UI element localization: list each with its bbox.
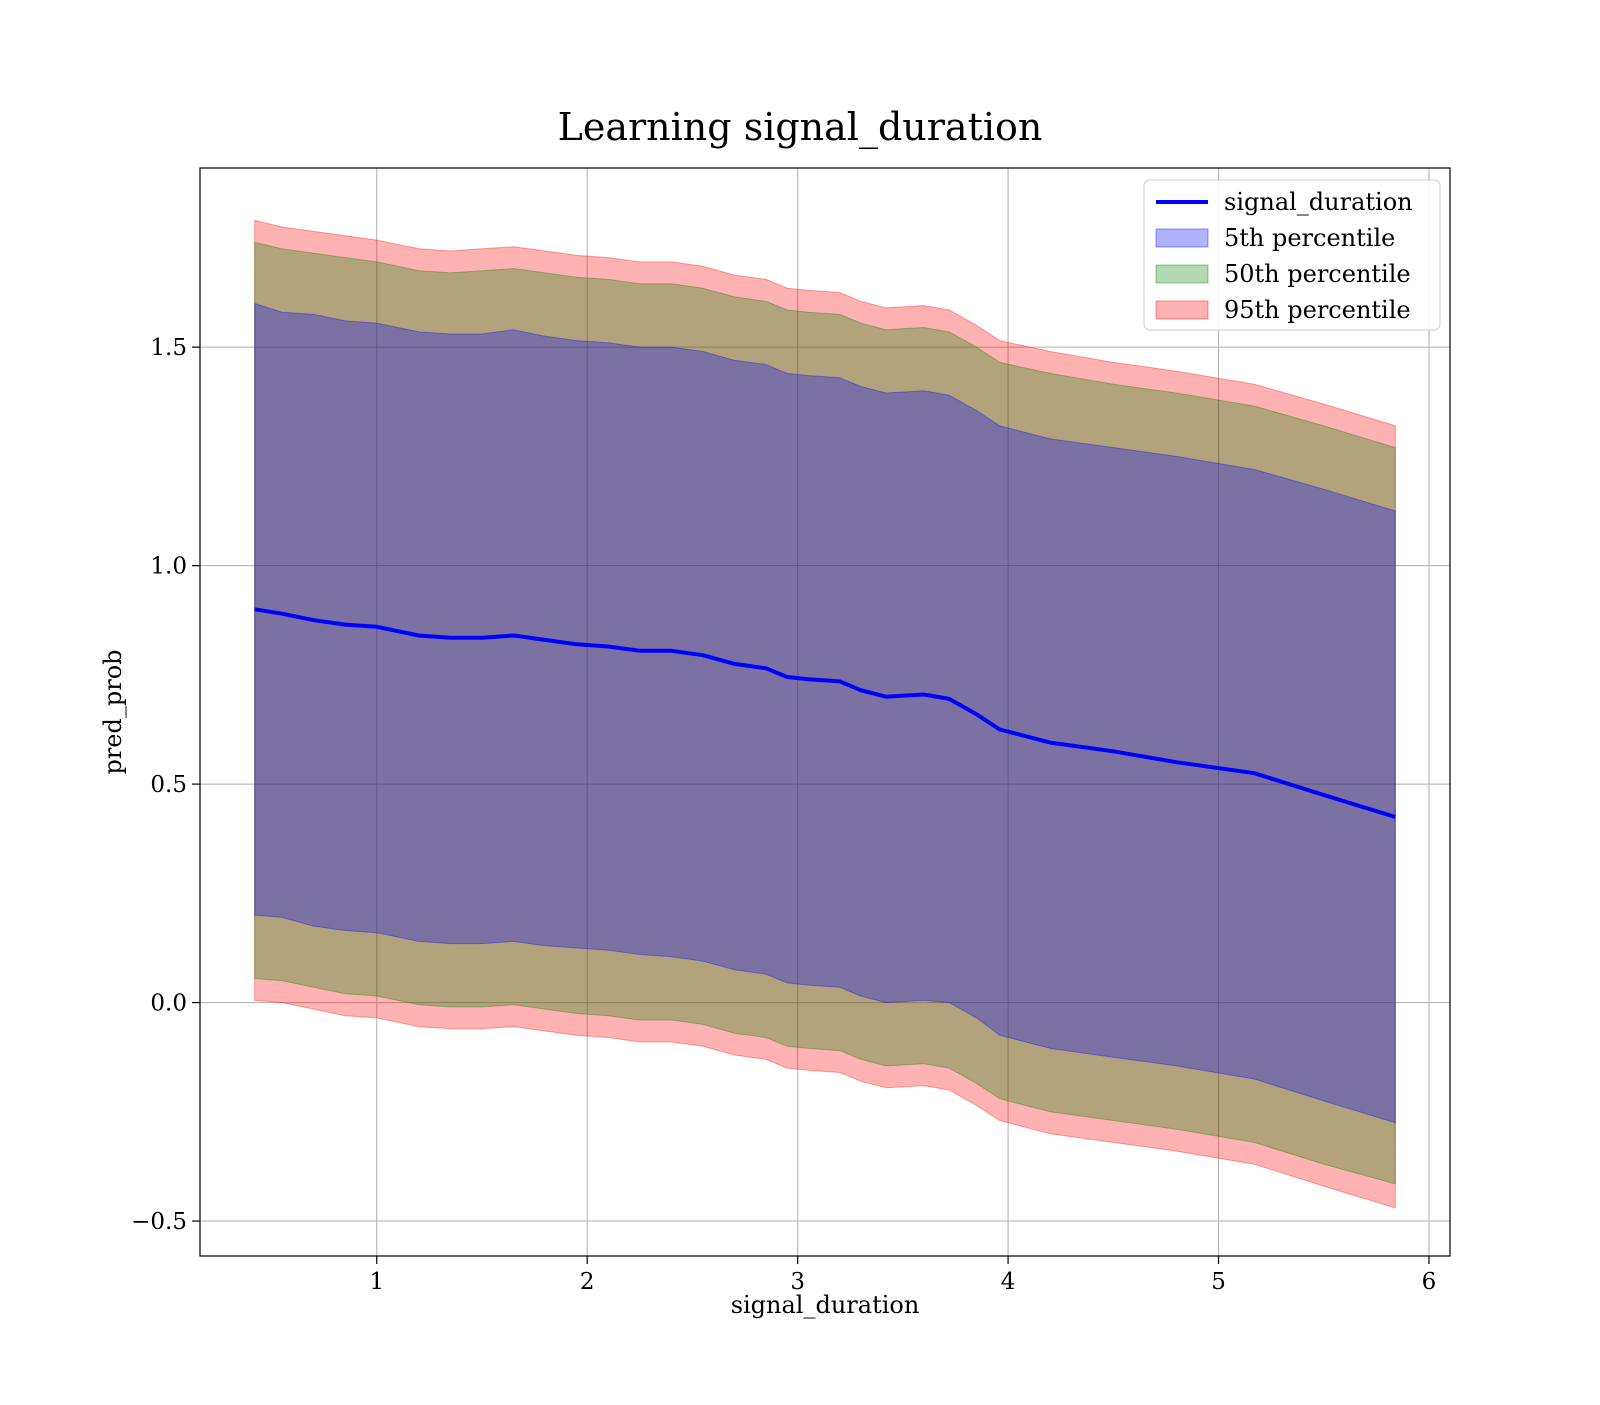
band-50th-percentile bbox=[254, 241, 1396, 1185]
percentile-bands bbox=[254, 219, 1396, 1209]
chart-legend: signal_duration 5th percentile 50th percen… bbox=[1143, 179, 1441, 331]
y-axis-ticks: −0.5 0.0 0.5 1.0 1.5 bbox=[131, 335, 200, 1235]
legend-entry-label: 95th percentile bbox=[1224, 296, 1411, 324]
plot-area-frame bbox=[199, 167, 1451, 1257]
x-tick-label: 1 bbox=[369, 1269, 384, 1295]
y-tick-label: −0.5 bbox=[131, 1209, 187, 1235]
legend-entry-label: 50th percentile bbox=[1224, 260, 1411, 288]
x-tick-label: 6 bbox=[1422, 1269, 1437, 1295]
x-axis-ticks: 1 2 3 4 5 6 bbox=[369, 1256, 1436, 1295]
band-95th-percentile bbox=[254, 219, 1396, 1209]
legend-band-swatch bbox=[1155, 228, 1209, 248]
y-tick-label: 1.0 bbox=[150, 554, 187, 580]
chart-title: Learning signal_duration bbox=[558, 105, 1043, 150]
y-tick-label: 1.5 bbox=[150, 335, 187, 361]
legend-entry-label: 5th percentile bbox=[1224, 224, 1395, 252]
legend-entry-label: signal_duration bbox=[1224, 188, 1413, 216]
legend-band-swatch bbox=[1155, 300, 1209, 320]
legend-band-swatch bbox=[1155, 264, 1209, 284]
grid bbox=[200, 168, 1450, 1256]
x-axis-label: signal_duration bbox=[731, 1291, 920, 1319]
band-5th-percentile bbox=[254, 302, 1396, 1124]
line-series bbox=[254, 607, 1396, 819]
y-tick-label: 0.5 bbox=[150, 772, 187, 798]
x-tick-label: 2 bbox=[580, 1269, 595, 1295]
x-tick-label: 3 bbox=[790, 1269, 805, 1295]
x-tick-label: 5 bbox=[1211, 1269, 1226, 1295]
legend-box bbox=[1143, 179, 1441, 331]
series-lines bbox=[254, 607, 1396, 819]
x-tick-label: 4 bbox=[1001, 1269, 1016, 1295]
y-tick-label: 0.0 bbox=[150, 991, 187, 1017]
y-axis-label: pred_prob bbox=[99, 649, 127, 774]
